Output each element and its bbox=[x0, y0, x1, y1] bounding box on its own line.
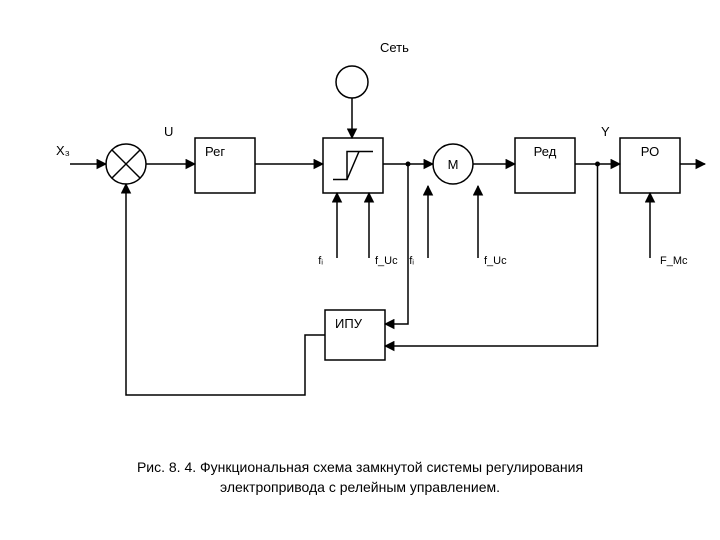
fuc2-label: f_Uc bbox=[484, 255, 507, 267]
motor-label: М bbox=[448, 157, 459, 172]
net-label: Сеть bbox=[380, 40, 409, 55]
figure-caption: Рис. 8. 4. Функциональная схема замкнуто… bbox=[0, 458, 720, 497]
fi1-label: fᵢ bbox=[318, 255, 323, 267]
ro-label: РО bbox=[641, 144, 660, 159]
reg-label: Рег bbox=[205, 144, 225, 159]
y-label: Y bbox=[601, 124, 610, 139]
fmc-label: F_Mc bbox=[660, 255, 688, 267]
fi2-label: fᵢ bbox=[409, 255, 414, 267]
u-label: U bbox=[164, 124, 173, 139]
ipu-label: ИПУ bbox=[335, 316, 363, 331]
x3-label: X₃ bbox=[56, 143, 70, 158]
red-label: Ред bbox=[534, 144, 557, 159]
net-circle bbox=[336, 66, 368, 98]
caption-line-2: электропривода с релейным управлением. bbox=[220, 479, 500, 495]
fuc1-label: f_Uc bbox=[375, 255, 398, 267]
caption-line-1: Рис. 8. 4. Функциональная схема замкнуто… bbox=[137, 459, 583, 475]
